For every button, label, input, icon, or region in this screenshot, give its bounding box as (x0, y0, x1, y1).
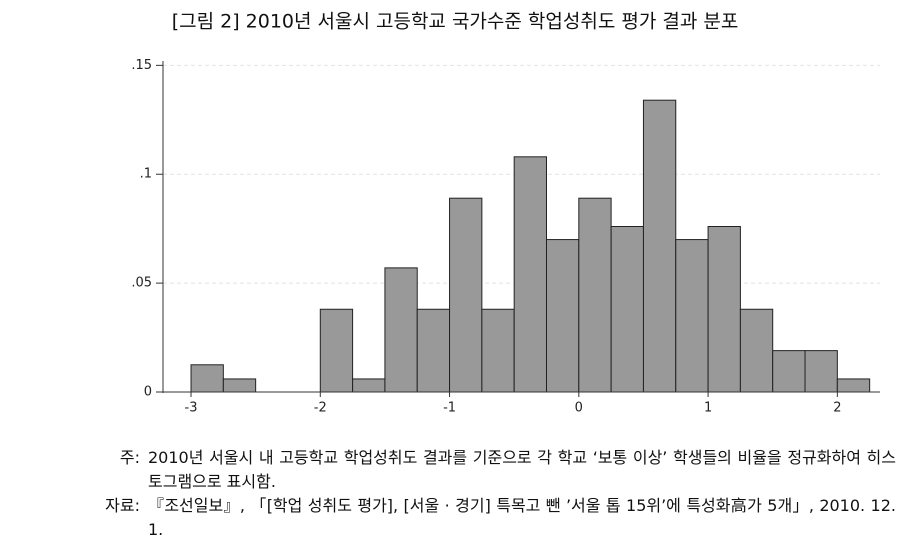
bar (836, 378, 871, 393)
note-text: 2010년 서울시 내 고등학교 학업성취도 결과를 기준으로 각 학교 ‘보통… (148, 448, 896, 491)
bar (578, 197, 612, 393)
chart: [그림 2] 2010년 서울시 고등학교 국가수준 학업성취도 평가 결과 분… (131, 11, 880, 416)
bar (416, 308, 451, 393)
x-tick-label: -1 (443, 401, 456, 416)
chart-title: [그림 2] 2010년 서울시 고등학교 국가수준 학업성취도 평가 결과 분… (172, 11, 739, 33)
bar (384, 267, 418, 393)
bar (190, 364, 224, 393)
bar (449, 197, 483, 393)
note-label: 주: (119, 448, 140, 467)
y-tick-label: .15 (131, 58, 152, 73)
bar (545, 239, 580, 393)
bar (739, 308, 774, 393)
bar (481, 308, 515, 393)
bar (675, 239, 709, 393)
x-tick-label: 2 (833, 401, 841, 416)
bar (319, 308, 354, 393)
y-tick-label: 0 (144, 385, 152, 400)
bar (222, 378, 257, 393)
bar (642, 99, 677, 393)
bar (610, 226, 644, 393)
y-tick-label: .05 (131, 276, 152, 291)
bar (804, 350, 838, 393)
bar (352, 378, 386, 393)
bar (772, 350, 806, 393)
source-text: 『조선일보』, 「[학업 성취도 평가], [서울 · 경기] 특목고 뺀 ’서… (148, 496, 896, 539)
y-tick-label: .1 (140, 167, 152, 182)
bar (513, 156, 547, 393)
x-tick-label: -2 (314, 401, 327, 416)
x-tick-label: 0 (575, 401, 583, 416)
source-label: 자료: (105, 496, 140, 515)
x-tick-label: -3 (185, 401, 198, 416)
x-tick-label: 1 (704, 401, 712, 416)
bar (707, 226, 741, 393)
